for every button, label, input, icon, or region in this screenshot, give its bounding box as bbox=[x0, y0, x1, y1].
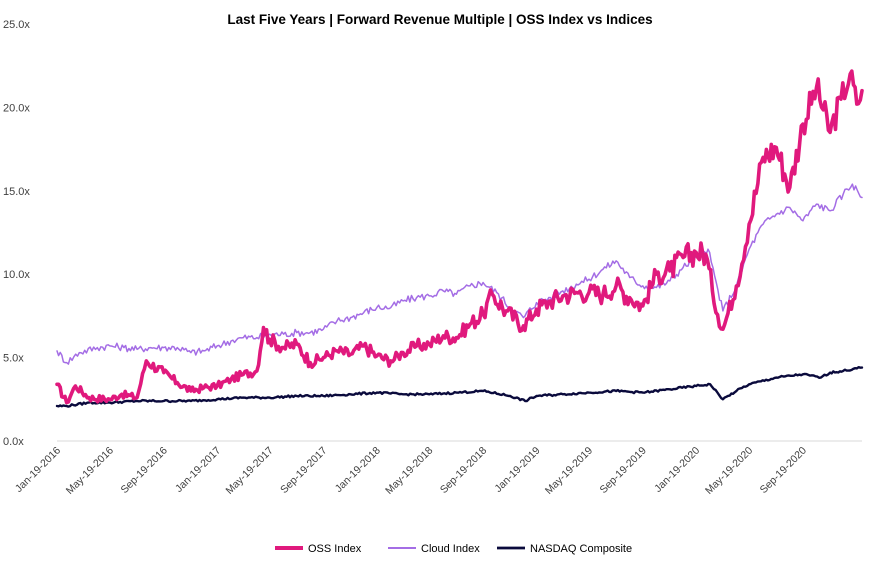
x-tick-label: Jan-19-2020 bbox=[652, 445, 702, 495]
x-tick-label: Sep-19-2020 bbox=[758, 445, 810, 497]
legend-label: Cloud Index bbox=[421, 543, 480, 555]
x-tick-label: Jan-19-2017 bbox=[173, 445, 223, 495]
y-axis-ticks: 0.0x 5.0x 10.0x 15.0x 20.0x 25.0x bbox=[3, 19, 30, 448]
legend-label: OSS Index bbox=[308, 543, 362, 555]
x-tick-label: May-19-2018 bbox=[383, 445, 435, 497]
series-layer bbox=[55, 69, 864, 408]
legend: OSS Index Cloud Index NASDAQ Composite bbox=[275, 543, 632, 555]
x-tick-label: Jan-19-2016 bbox=[13, 445, 63, 495]
y-tick-label: 10.0x bbox=[3, 269, 30, 281]
x-tick-label: May-19-2016 bbox=[64, 445, 116, 497]
x-tick-label: May-19-2017 bbox=[224, 445, 276, 497]
x-tick-label: Sep-19-2018 bbox=[438, 445, 490, 497]
x-axis-ticks: Jan-19-2016 May-19-2016 Sep-19-2016 Jan-19-… bbox=[13, 445, 809, 497]
x-tick-label: Jan-19-2019 bbox=[492, 445, 542, 495]
y-tick-label: 5.0x bbox=[3, 353, 24, 365]
chart-title: Last Five Years | Forward Revenue Multip… bbox=[227, 12, 652, 27]
y-tick-label: 0.0x bbox=[3, 436, 24, 448]
x-tick-label: Sep-19-2016 bbox=[118, 445, 170, 497]
x-tick-label: May-19-2019 bbox=[543, 445, 595, 497]
y-tick-label: 15.0x bbox=[3, 186, 30, 198]
x-tick-label: Sep-19-2017 bbox=[278, 445, 330, 497]
y-tick-label: 20.0x bbox=[3, 102, 30, 114]
x-tick-label: Jan-19-2018 bbox=[333, 445, 383, 495]
series-line-oss-index bbox=[55, 69, 864, 405]
y-tick-label: 25.0x bbox=[3, 19, 30, 31]
x-tick-label: May-19-2020 bbox=[703, 445, 755, 497]
series-line-nasdaq-composite bbox=[55, 366, 864, 408]
legend-label: NASDAQ Composite bbox=[530, 543, 632, 555]
x-tick-label: Sep-19-2019 bbox=[598, 445, 650, 497]
